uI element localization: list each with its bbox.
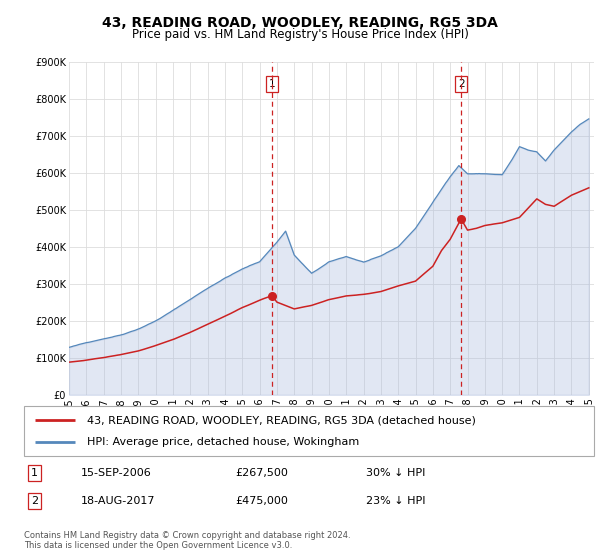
- Text: Contains HM Land Registry data © Crown copyright and database right 2024.
This d: Contains HM Land Registry data © Crown c…: [24, 531, 350, 550]
- Text: Price paid vs. HM Land Registry's House Price Index (HPI): Price paid vs. HM Land Registry's House …: [131, 28, 469, 41]
- FancyBboxPatch shape: [24, 406, 594, 456]
- Text: £475,000: £475,000: [235, 496, 288, 506]
- Text: £267,500: £267,500: [235, 468, 288, 478]
- Text: 1: 1: [269, 79, 275, 89]
- Text: 15-SEP-2006: 15-SEP-2006: [81, 468, 152, 478]
- Text: 30% ↓ HPI: 30% ↓ HPI: [366, 468, 425, 478]
- Text: 23% ↓ HPI: 23% ↓ HPI: [366, 496, 425, 506]
- Text: 18-AUG-2017: 18-AUG-2017: [81, 496, 155, 506]
- Text: 43, READING ROAD, WOODLEY, READING, RG5 3DA (detached house): 43, READING ROAD, WOODLEY, READING, RG5 …: [87, 415, 476, 425]
- Text: 2: 2: [458, 79, 464, 89]
- Text: HPI: Average price, detached house, Wokingham: HPI: Average price, detached house, Woki…: [87, 437, 359, 447]
- Text: 1: 1: [31, 468, 38, 478]
- Text: 2: 2: [31, 496, 38, 506]
- Text: 43, READING ROAD, WOODLEY, READING, RG5 3DA: 43, READING ROAD, WOODLEY, READING, RG5 …: [102, 16, 498, 30]
